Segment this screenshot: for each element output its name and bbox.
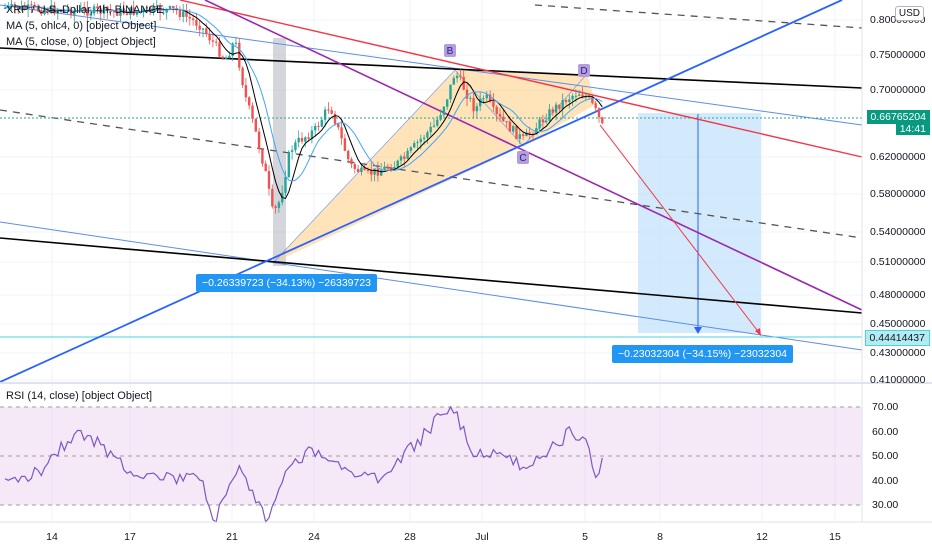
ma-ohlc4-legend[interactable]: MA (5, ohlc4, 0) [object Object] bbox=[6, 20, 157, 32]
main-grid bbox=[0, 0, 862, 522]
trendline-black-top[interactable] bbox=[0, 47, 863, 89]
ma-close-line bbox=[4, 5, 603, 182]
svg-text:24: 24 bbox=[308, 531, 320, 543]
rsi-line bbox=[4, 405, 603, 524]
pattern-labels: B C D bbox=[444, 44, 590, 164]
svg-text:0.62000000: 0.62000000 bbox=[870, 151, 926, 163]
measure-label-left[interactable]: −0.26339723 (−34.13%) −26339723 bbox=[196, 274, 378, 292]
svg-text:0.54000000: 0.54000000 bbox=[870, 226, 926, 238]
projection-box bbox=[638, 113, 761, 333]
point-d-label: D bbox=[580, 66, 587, 77]
trendline-black-bottom[interactable] bbox=[0, 237, 863, 314]
symbol-title[interactable]: XRP / U.S. Dollar, 4h, BINANCE bbox=[6, 4, 164, 16]
svg-text:0.70000000: 0.70000000 bbox=[870, 84, 926, 96]
svg-text:12: 12 bbox=[756, 531, 768, 543]
svg-text:15: 15 bbox=[829, 531, 841, 543]
svg-text:0.51000000: 0.51000000 bbox=[870, 256, 926, 268]
svg-text:50.00: 50.00 bbox=[872, 450, 898, 462]
svg-text:8: 8 bbox=[657, 531, 663, 543]
svg-text:21: 21 bbox=[226, 531, 238, 543]
svg-text:60.00: 60.00 bbox=[872, 426, 898, 438]
svg-text:30.00: 30.00 bbox=[872, 499, 898, 511]
svg-text:70.00: 70.00 bbox=[872, 401, 898, 413]
dashed-channel bbox=[0, 4, 863, 239]
point-c-label: C bbox=[519, 153, 526, 164]
svg-text:17: 17 bbox=[124, 531, 136, 543]
ma-close-legend[interactable]: MA (5, close, 0) [object Object] bbox=[6, 36, 156, 48]
svg-text:0.75000000: 0.75000000 bbox=[870, 49, 926, 61]
selection-band bbox=[273, 38, 286, 266]
svg-text:0.43000000: 0.43000000 bbox=[870, 347, 926, 359]
svg-text:14: 14 bbox=[46, 531, 58, 543]
bar-countdown: 14:41 bbox=[895, 123, 930, 135]
currency-button[interactable]: USD bbox=[894, 6, 924, 21]
trendline-blue[interactable] bbox=[0, 0, 843, 383]
point-b-label: B bbox=[447, 46, 454, 57]
triangle-pattern bbox=[273, 70, 596, 263]
svg-text:40.00: 40.00 bbox=[872, 475, 898, 487]
target-arrow bbox=[599, 124, 761, 335]
svg-text:Jul: Jul bbox=[475, 531, 488, 543]
svg-text:0.48000000: 0.48000000 bbox=[870, 289, 926, 301]
svg-text:0.41000000: 0.41000000 bbox=[870, 374, 926, 386]
svg-text:0.45000000: 0.45000000 bbox=[870, 318, 926, 330]
rsi-legend[interactable]: RSI (14, close) [object Object] bbox=[6, 390, 153, 402]
current-price-tag: 0.66765204 bbox=[866, 110, 930, 124]
time-axis[interactable]: 14 17 21 24 28 Jul 5 8 12 15 bbox=[46, 531, 841, 543]
trendline-purple[interactable] bbox=[204, 0, 863, 311]
svg-text:5: 5 bbox=[582, 531, 588, 543]
svg-text:28: 28 bbox=[404, 531, 416, 543]
candles bbox=[3, 0, 604, 214]
svg-text:0.58000000: 0.58000000 bbox=[870, 188, 926, 200]
trendline-red[interactable] bbox=[179, 0, 863, 158]
target-price-tag: 0.44414437 bbox=[864, 330, 930, 346]
rsi-axis[interactable]: 70.00 60.00 50.00 40.00 30.00 bbox=[872, 401, 898, 511]
measure-label-right[interactable]: −0.23032304 (−34.15%) −23032304 bbox=[612, 345, 794, 363]
rsi-band bbox=[0, 407, 862, 505]
